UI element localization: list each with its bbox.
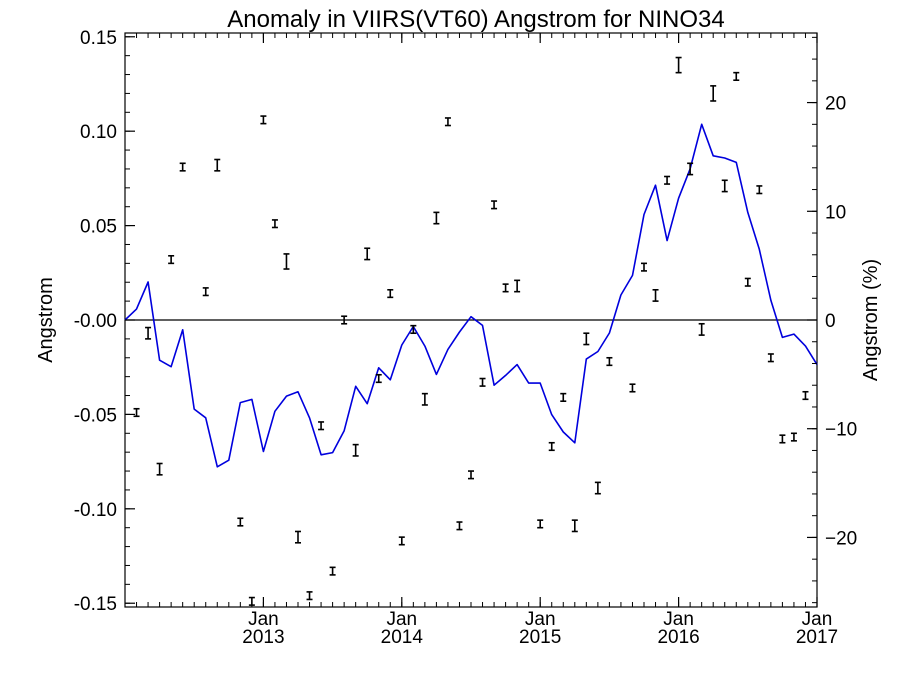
left-y-tick-label: 0.15 [80,28,117,49]
errorbar-point [341,315,348,325]
errorbar-point [375,373,382,384]
errorbar-point [271,219,278,229]
angstrom-errorbar-series [133,56,809,606]
errorbar-point [502,283,509,293]
x-tick-label-year: 2013 [242,627,284,648]
errorbar-point [387,288,394,299]
errorbar-point [756,185,763,195]
errorbar-point [214,158,221,172]
x-tick-label-year: 2014 [381,627,424,648]
x-tick-label-year: 2015 [519,627,561,648]
chart-title: Anomaly in VIIRS(VT60) Angstrom for NINO… [227,6,725,33]
errorbar-point [491,200,498,210]
errorbar-point [606,356,613,367]
x-tick-label-month: Jan [386,609,417,630]
x-tick-label-month: Jan [802,609,833,630]
left-y-tick-label: -0.15 [74,594,117,615]
errorbar-point [537,519,544,529]
errorbar-point [583,332,590,346]
errorbar-point [444,117,451,127]
x-tick-label-year: 2016 [657,627,699,648]
left-y-tick-label: -0.00 [74,311,117,332]
errorbar-point [479,377,486,387]
errorbar-point [202,287,209,297]
errorbar-point [456,521,463,531]
errorbar-point [306,591,313,601]
right-y-axis-label: Angstrom (%) [860,259,882,381]
errorbar-point [652,288,659,302]
errorbar-point [318,421,325,431]
errorbar-point [721,179,728,193]
right-y-tick-label: 0 [825,311,836,332]
x-tick-label-month: Jan [663,609,694,630]
x-tick-label-month: Jan [248,609,279,630]
errorbar-point [629,383,636,393]
errorbar-point [133,407,140,418]
errorbar-point [779,434,786,444]
errorbar-point [710,85,717,102]
left-y-tick-label: 0.10 [80,122,117,143]
errorbar-point [295,530,301,544]
errorbar-point [767,353,774,363]
errorbar-point [641,262,647,272]
errorbar-point [514,279,521,293]
left-y-tick-label: -0.10 [74,500,117,521]
x-tick-label-month: Jan [525,609,556,630]
errorbar-point [168,255,175,265]
right-y-axis: −20 −10 0 10 20 [807,36,857,604]
errorbar-point [364,247,371,261]
errorbar-point [145,326,152,340]
errorbar-point [664,175,671,185]
errorbar-point [283,253,290,270]
right-y-tick-label: 20 [825,94,846,115]
errorbar-point [790,432,797,442]
left-y-axis: -0.15 -0.10 -0.05 -0.00 0.05 0.10 0.15 [74,28,135,615]
errorbar-point [687,162,694,176]
errorbar-point [352,443,359,457]
errorbar-point [802,390,809,401]
errorbar-point [675,56,682,74]
errorbar-point [744,277,751,287]
plot-area [124,32,818,608]
errorbar-point [179,162,186,172]
errorbar-point [329,566,336,576]
left-y-axis-label: Angstrom [35,277,57,363]
errorbar-point [594,481,601,495]
errorbar-point [733,71,740,82]
errorbar-point [398,536,405,546]
errorbar-point [433,211,440,225]
errorbar-point [410,324,417,335]
errorbar-point [260,115,267,125]
errorbar-point [698,322,705,336]
angstrom-percent-line [124,123,818,468]
errorbar-point [571,519,578,533]
left-y-tick-label: -0.05 [74,405,117,426]
right-y-tick-label: −20 [825,528,857,549]
left-y-tick-label: 0.05 [80,217,117,238]
errorbar-point [468,470,474,480]
errorbar-point [560,392,567,402]
right-y-tick-label: 10 [825,202,846,223]
errorbar-point [156,462,163,476]
right-y-tick-label: −10 [825,420,857,441]
errorbar-point [548,441,555,452]
errorbar-point [421,392,428,406]
errorbar-point [237,517,244,527]
x-tick-label-year: 2017 [796,627,838,648]
